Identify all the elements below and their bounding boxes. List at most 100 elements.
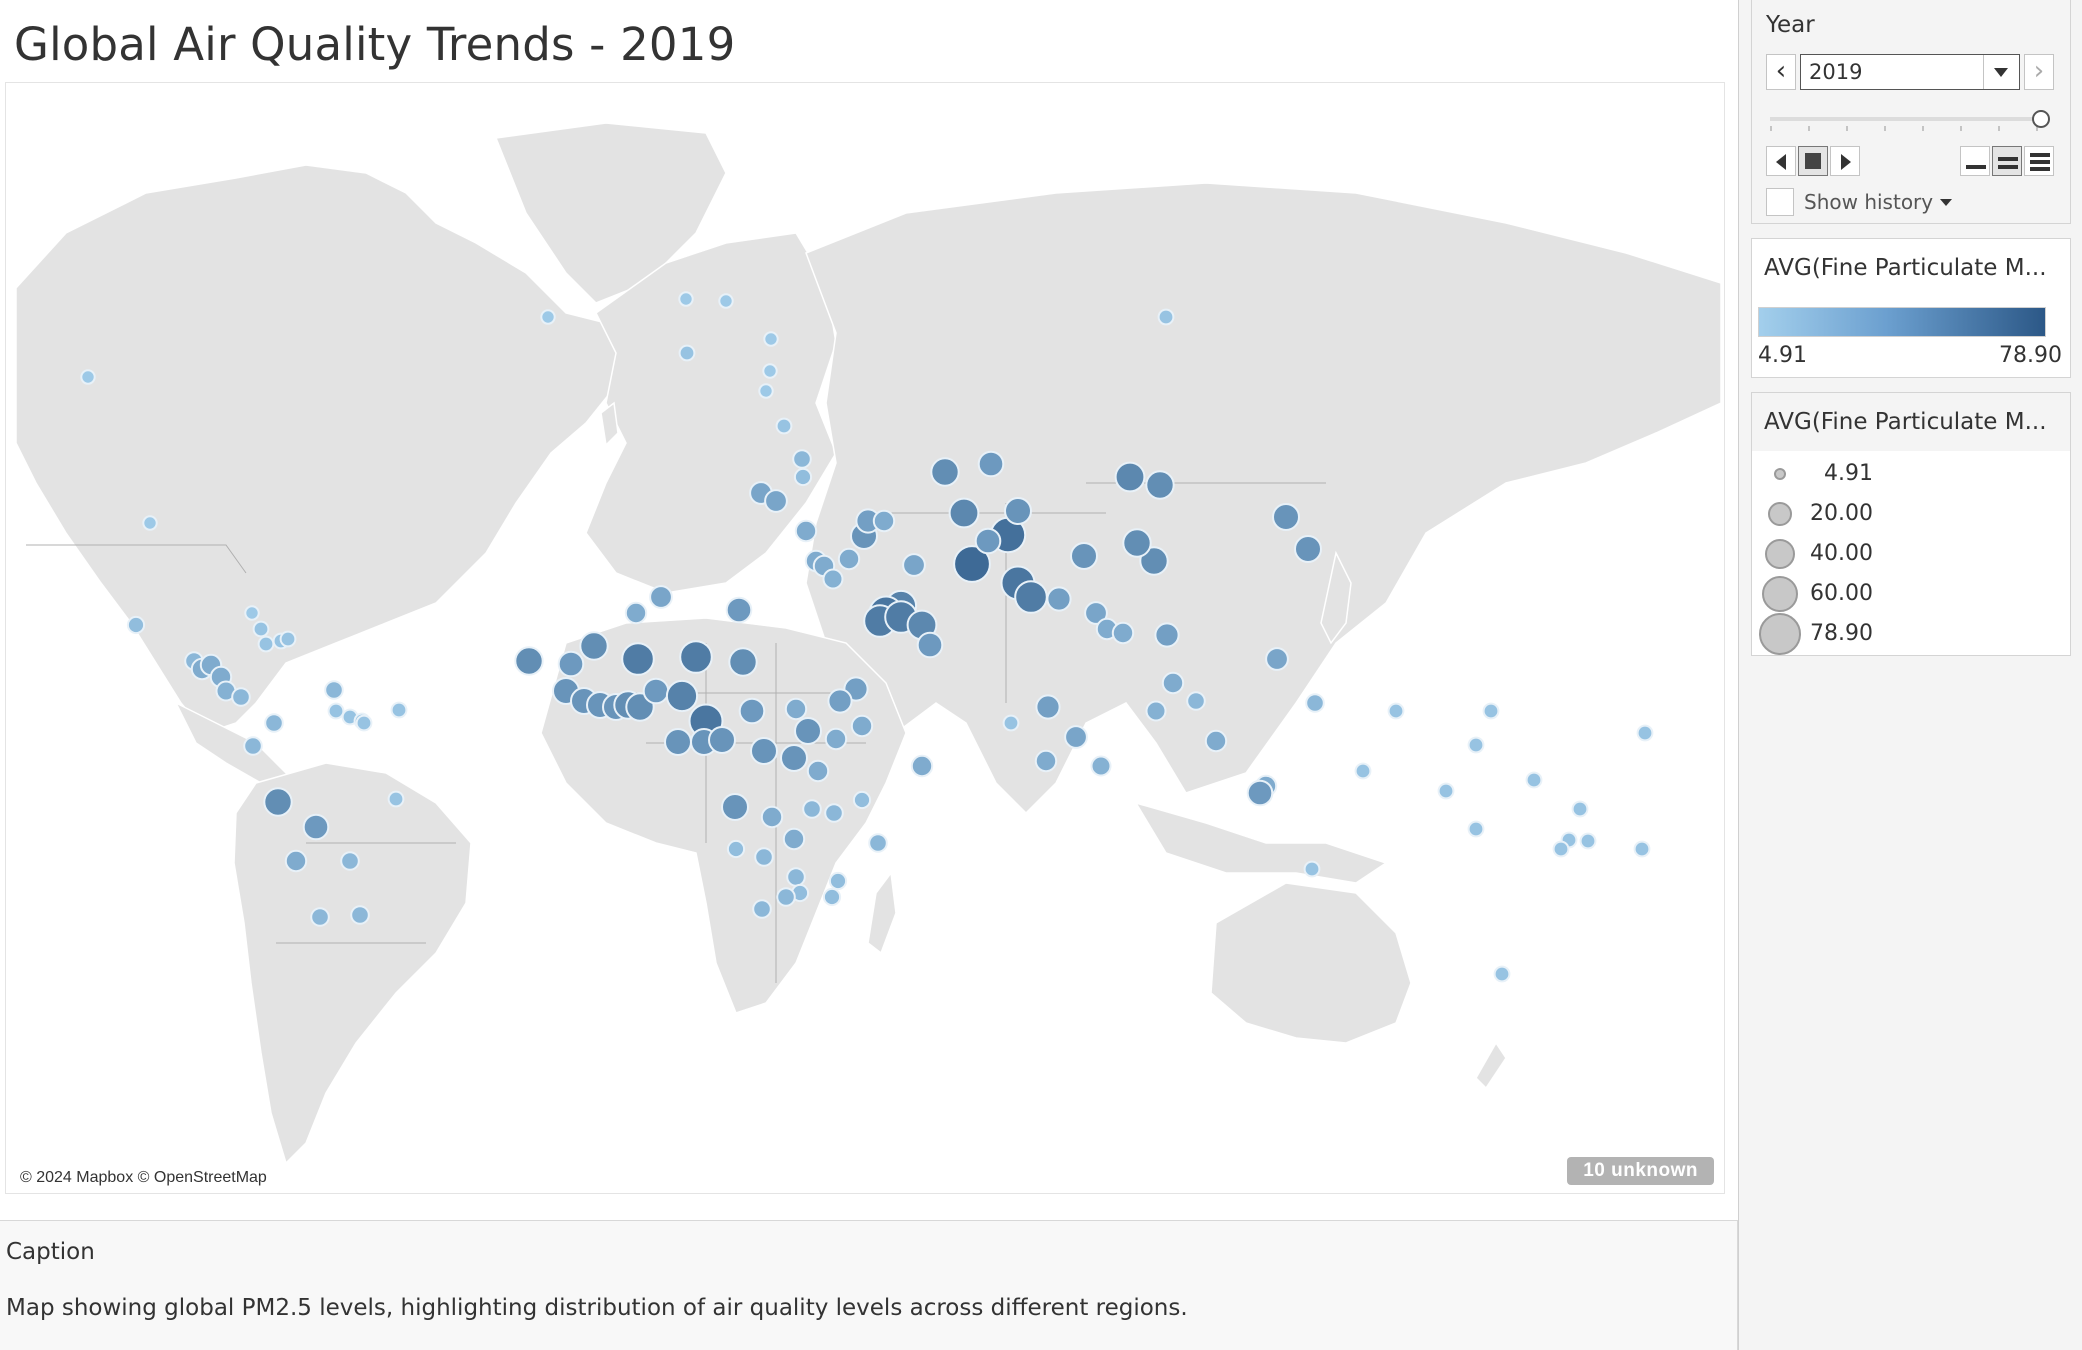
pm25-marker[interactable]	[792, 449, 812, 469]
pm25-marker[interactable]	[775, 417, 793, 435]
pm25-marker[interactable]	[872, 509, 896, 533]
pm25-marker[interactable]	[1571, 800, 1589, 818]
pm25-marker[interactable]	[752, 899, 772, 919]
pm25-marker[interactable]	[649, 585, 673, 609]
pm25-marker[interactable]	[302, 813, 330, 841]
play-forward-button[interactable]	[1830, 146, 1860, 176]
pm25-marker[interactable]	[776, 887, 796, 907]
pm25-marker[interactable]	[252, 620, 270, 638]
pm25-marker[interactable]	[916, 631, 944, 659]
pm25-marker[interactable]	[279, 630, 297, 648]
pm25-marker[interactable]	[1272, 503, 1300, 531]
pm25-marker[interactable]	[1305, 693, 1325, 713]
pm25-marker[interactable]	[1157, 308, 1175, 326]
pm25-marker[interactable]	[126, 615, 146, 635]
pm25-marker[interactable]	[1111, 621, 1135, 645]
pm25-marker[interactable]	[827, 688, 853, 714]
pm25-marker[interactable]	[624, 601, 648, 625]
pm25-marker[interactable]	[828, 871, 848, 891]
size-legend-row[interactable]: 60.00	[1752, 575, 2052, 615]
pm25-marker[interactable]	[1265, 647, 1289, 671]
pm25-marker[interactable]	[802, 799, 822, 819]
pm25-marker[interactable]	[1482, 702, 1500, 720]
pm25-marker[interactable]	[763, 331, 779, 347]
pm25-marker[interactable]	[822, 887, 842, 907]
pm25-marker[interactable]	[977, 450, 1005, 478]
pm25-marker[interactable]	[1493, 965, 1511, 983]
pm25-marker[interactable]	[642, 677, 670, 705]
pm25-marker[interactable]	[1161, 671, 1185, 695]
pm25-marker[interactable]	[1294, 535, 1322, 563]
pm25-marker[interactable]	[327, 702, 345, 720]
pm25-marker[interactable]	[350, 905, 370, 925]
size-legend-row[interactable]: 20.00	[1752, 495, 2052, 535]
speed-medium-button[interactable]	[1992, 146, 2022, 176]
pm25-marker[interactable]	[738, 697, 766, 725]
pm25-marker[interactable]	[284, 849, 308, 873]
pm25-marker[interactable]	[786, 867, 806, 887]
pm25-marker[interactable]	[340, 851, 360, 871]
pm25-marker[interactable]	[579, 631, 609, 661]
pm25-marker[interactable]	[1114, 461, 1146, 493]
history-options-caret-icon[interactable]	[1940, 199, 1952, 206]
size-legend-row[interactable]: 78.90	[1752, 613, 2052, 655]
pm25-marker[interactable]	[1354, 762, 1372, 780]
year-slider-thumb[interactable]	[2032, 110, 2050, 128]
color-legend-title[interactable]: AVG(Fine Particulate M...	[1764, 255, 2047, 281]
speed-slow-button[interactable]	[1960, 146, 1990, 176]
pm25-marker[interactable]	[355, 714, 373, 732]
pm25-marker[interactable]	[837, 547, 861, 571]
pm25-marker[interactable]	[1064, 725, 1088, 749]
pm25-marker[interactable]	[794, 519, 818, 543]
world-map-canvas[interactable]	[6, 83, 1725, 1194]
previous-year-button[interactable]: ‹	[1766, 54, 1796, 90]
pm25-marker[interactable]	[852, 790, 872, 810]
pm25-marker[interactable]	[930, 457, 960, 487]
pm25-marker[interactable]	[725, 596, 753, 624]
chevron-down-icon[interactable]	[1983, 55, 2019, 89]
pm25-marker[interactable]	[1004, 497, 1032, 525]
pm25-marker[interactable]	[793, 467, 813, 487]
pm25-marker[interactable]	[974, 527, 1002, 555]
pm25-marker[interactable]	[1002, 714, 1020, 732]
pm25-marker[interactable]	[324, 680, 344, 700]
pm25-marker[interactable]	[1633, 840, 1651, 858]
unknown-locations-badge[interactable]: 10 unknown	[1567, 1157, 1714, 1185]
show-history-checkbox[interactable]	[1766, 188, 1794, 216]
show-history-label[interactable]: Show history	[1804, 190, 1934, 214]
size-legend-title[interactable]: AVG(Fine Particulate M...	[1752, 393, 2070, 451]
pm25-marker[interactable]	[948, 497, 980, 529]
pm25-marker[interactable]	[708, 726, 736, 754]
pm25-marker[interactable]	[868, 833, 888, 853]
year-slider-track[interactable]	[1770, 117, 2040, 121]
play-backward-button[interactable]	[1766, 146, 1796, 176]
pm25-marker[interactable]	[678, 291, 694, 307]
pm25-marker[interactable]	[1552, 840, 1570, 858]
pm25-marker[interactable]	[1034, 749, 1058, 773]
pm25-marker[interactable]	[762, 363, 778, 379]
pm25-marker[interactable]	[231, 687, 251, 707]
pm25-marker[interactable]	[1303, 860, 1321, 878]
pm25-marker[interactable]	[80, 369, 96, 385]
pm25-marker[interactable]	[754, 847, 774, 867]
pm25-marker[interactable]	[728, 647, 758, 677]
pm25-marker[interactable]	[540, 309, 556, 325]
pm25-marker[interactable]	[1035, 694, 1061, 720]
pm25-marker[interactable]	[665, 679, 699, 713]
pm25-marker[interactable]	[390, 701, 408, 719]
pm25-marker[interactable]	[1246, 779, 1274, 807]
pm25-marker[interactable]	[1636, 724, 1654, 742]
pm25-marker[interactable]	[750, 737, 778, 765]
pm25-marker[interactable]	[244, 605, 260, 621]
pm25-marker[interactable]	[514, 646, 544, 676]
pm25-marker[interactable]	[664, 728, 692, 756]
year-dropdown[interactable]: 2019	[1800, 54, 2020, 90]
pm25-marker[interactable]	[1467, 736, 1485, 754]
pm25-marker[interactable]	[764, 489, 788, 513]
pm25-marker[interactable]	[794, 717, 822, 745]
pm25-marker[interactable]	[1090, 755, 1112, 777]
pm25-markers[interactable]	[80, 291, 1654, 983]
pm25-marker[interactable]	[953, 545, 991, 583]
map-attribution[interactable]: © 2024 Mapbox © OpenStreetMap	[14, 1167, 273, 1189]
pm25-marker[interactable]	[264, 713, 284, 733]
